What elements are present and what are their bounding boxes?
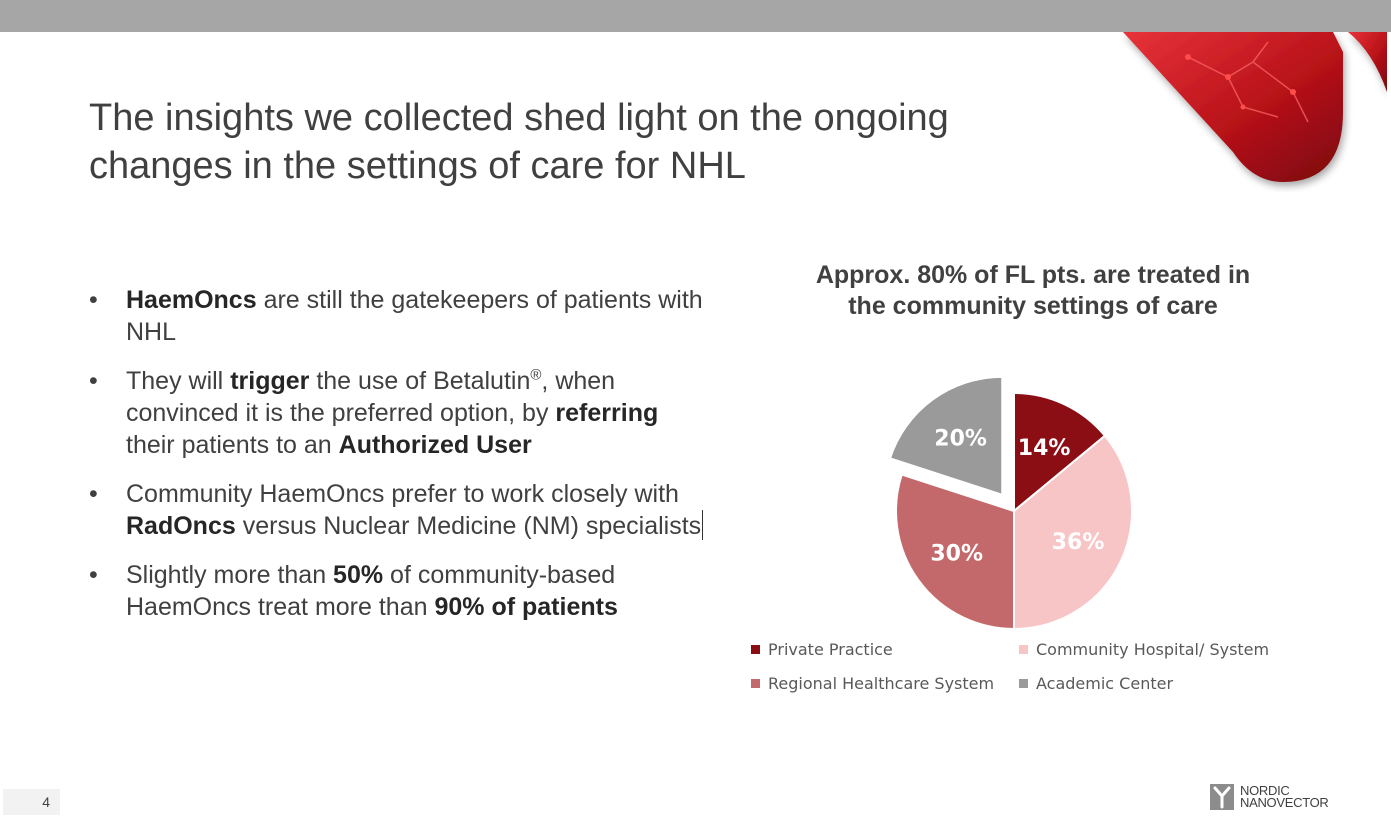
legend-item-private-practice: Private Practice (751, 640, 893, 659)
slide-title-line: The insights we collected shed light on … (89, 97, 949, 139)
bullet-text-bold: trigger (230, 367, 310, 395)
legend-item-academic-center: Academic Center (1019, 674, 1173, 693)
bullet-text: Community HaemOncs prefer to work closel… (126, 480, 679, 508)
bullet-text: of community-based HaemOncs treat more t… (126, 561, 616, 621)
decorative-cell-image (1123, 32, 1387, 182)
legend-swatch (751, 679, 760, 688)
bullet-text: are still the gatekeepers of patients wi… (126, 286, 703, 346)
bullet-text: , when convinced it is the preferred opt… (126, 367, 616, 427)
bullet-text-bold: 90% of patients (434, 593, 618, 621)
bullet-text: versus Nuclear Medicine (NM) specialists (235, 512, 702, 540)
slide: The insights we collected shed light on … (3, 32, 1387, 833)
legend-label: Community Hospital/ System (1036, 640, 1270, 659)
pie-data-label: 14% (1018, 436, 1071, 461)
slide-title: The insights we collected shed light on … (89, 94, 1069, 190)
legend-item-regional-healthcare: Regional Healthcare System (751, 674, 994, 693)
legend-label: Regional Healthcare System (768, 674, 995, 693)
bullet-text-bold: HaemOncs (126, 286, 257, 314)
pie-slice-community-hospital-system (1013, 434, 1133, 631)
bullet-text: their patients to an (126, 431, 339, 459)
chart-title: Approx. 80% of FL pts. are treated in th… (783, 260, 1283, 322)
legend-swatch (751, 645, 760, 654)
window-top-bar (0, 0, 1391, 32)
bullet-text: the use of Betalutin (309, 367, 531, 395)
bullet-list: • HaemOncs are still the gatekeepers of p… (89, 284, 709, 640)
pie-data-label: 30% (930, 542, 983, 567)
logo-line: NORDIC (1240, 783, 1290, 798)
bullet-text: ® (530, 366, 542, 384)
bullet-text: Slightly more than (126, 561, 334, 589)
pie-data-label: 20% (934, 427, 987, 452)
text-cursor (702, 510, 704, 540)
company-logo: NORDIC NANOVECTOR (1210, 782, 1350, 814)
legend-swatch (1019, 679, 1028, 688)
bullet-text-bold: RadOncs (126, 512, 236, 540)
pie-chart: 14% 36% 30% 20% (888, 375, 1133, 631)
bullet-marker: • (89, 286, 98, 314)
logo-wordmark: NORDIC NANOVECTOR (1240, 783, 1329, 810)
pie-slice-regional-healthcare-system (895, 473, 1015, 631)
bullet-marker: • (89, 480, 98, 508)
chart-title-line: the community settings of care (848, 292, 1218, 320)
bullet-item: • Community HaemOncs prefer to work close… (89, 478, 709, 542)
bullet-marker: • (89, 367, 98, 395)
bullet-text-bold: Authorized User (338, 431, 532, 459)
legend-swatch (1019, 645, 1028, 654)
page-number: 4 (3, 789, 60, 815)
bullet-item: • They will trigger the use of Betalutin®… (89, 365, 709, 461)
pie-data-label: 36% (1052, 530, 1105, 555)
slide-title-line: changes in the settings of care for NHL (89, 145, 746, 187)
legend-label: Private Practice (768, 640, 893, 659)
bullet-item: • HaemOncs are still the gatekeepers of p… (89, 284, 709, 348)
bullet-text-bold: referring (555, 399, 659, 427)
pie-slice-academic-center (888, 375, 1004, 497)
bullet-item: • Slightly more than 50% of community-bas… (89, 559, 709, 623)
bullet-marker: • (89, 561, 98, 589)
chart-title-line: Approx. 80% of FL pts. are treated in (815, 261, 1251, 289)
bullet-text: They will (126, 367, 231, 395)
legend-label: Academic Center (1036, 674, 1174, 693)
legend-item-community-hospital: Community Hospital/ System (1019, 640, 1269, 659)
bullet-text-bold: 50% (333, 561, 384, 589)
antibody-logo-icon (1210, 784, 1234, 810)
pie-slice-private-practice (1013, 391, 1107, 514)
logo-line: NANOVECTOR (1240, 795, 1329, 810)
